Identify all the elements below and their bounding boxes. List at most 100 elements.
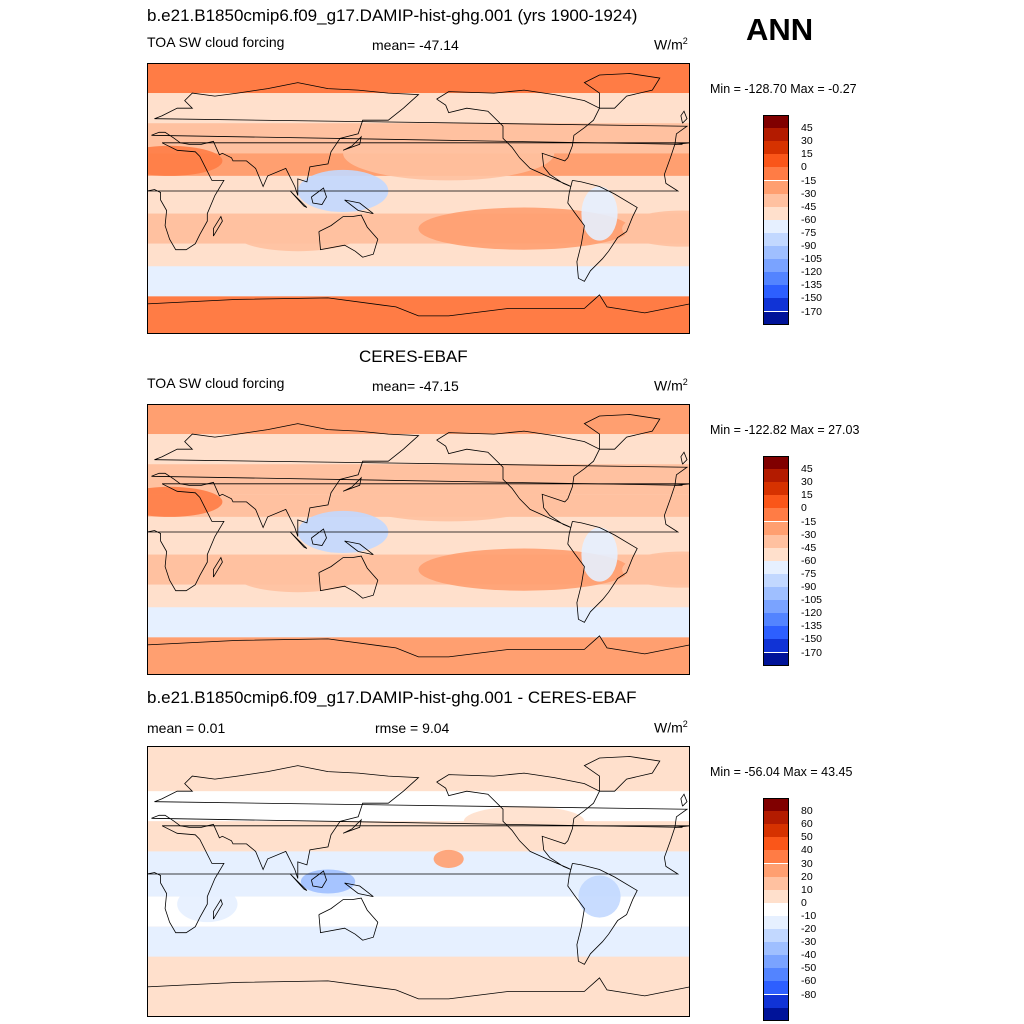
coastline	[147, 294, 690, 317]
colorbar-label: -135	[801, 620, 823, 633]
panel2-minmax: Min = -122.82 Max = 27.03	[710, 423, 860, 437]
panel2-units: W/m2	[654, 377, 688, 394]
coastline	[567, 180, 638, 282]
coastline	[311, 870, 327, 888]
colorbar-box	[763, 942, 789, 956]
coastline	[213, 215, 223, 237]
colorbar-label: -120	[801, 266, 823, 279]
coastline	[290, 190, 308, 208]
colorbar-box	[763, 154, 789, 168]
colorbar-label: 30	[801, 857, 813, 870]
panel2-map	[147, 404, 690, 675]
coastline	[311, 187, 327, 205]
colorbar-box	[763, 798, 789, 812]
colorbar-box	[763, 167, 789, 181]
coastline	[290, 531, 308, 549]
colorbar-box	[763, 272, 789, 286]
colorbar-label: -60	[801, 554, 817, 567]
map-frame	[147, 404, 690, 675]
zonal-band	[147, 926, 690, 957]
colorbar-box	[763, 141, 789, 155]
panel2-title: CERES-EBAF	[359, 347, 468, 366]
colorbar-label: -170	[801, 305, 823, 318]
panel1-minmax: Min = -128.70 Max = -0.27	[710, 82, 857, 96]
zonal-band	[147, 266, 690, 297]
panel3-units: W/m2	[654, 719, 688, 736]
field-anomaly	[237, 221, 359, 252]
colorbar-frame	[763, 798, 789, 1021]
panel1-map	[147, 63, 690, 334]
colorbar-box	[763, 219, 789, 233]
season-label: ANN	[746, 12, 814, 47]
colorbar-label: -150	[801, 292, 823, 305]
zonal-band	[147, 746, 690, 792]
colorbar-box	[763, 837, 789, 851]
zonal-band	[147, 404, 690, 435]
colorbar-box	[763, 994, 789, 1008]
colorbar-label: -75	[801, 567, 817, 580]
colorbar-label: 20	[801, 870, 813, 883]
colorbar-box	[763, 639, 789, 653]
coastline	[342, 818, 362, 834]
colorbar-box	[763, 955, 789, 969]
colorbar-box	[763, 560, 789, 574]
colorbar-label: -75	[801, 226, 817, 239]
field-anomaly	[433, 849, 464, 868]
colorbar-box	[763, 876, 789, 890]
colorbar-label: -30	[801, 528, 817, 541]
panel3-map	[147, 746, 690, 1017]
coastline	[680, 110, 688, 124]
colorbar-box	[763, 573, 789, 587]
colorbar-label: -60	[801, 213, 817, 226]
panel3-rmse: rmse = 9.04	[375, 720, 450, 736]
colorbar-box	[763, 613, 789, 627]
colorbar-box	[763, 587, 789, 601]
map-svg	[147, 746, 690, 1017]
colorbar-box	[763, 863, 789, 877]
coastline	[680, 451, 688, 465]
colorbar-box	[763, 652, 789, 666]
coastline	[151, 423, 689, 537]
field-anomaly	[147, 145, 223, 176]
colorbar-frame	[763, 115, 789, 325]
colorbar-box	[763, 850, 789, 864]
panel2-variable: TOA SW cloud forcing	[147, 375, 285, 391]
colorbar-label: -170	[801, 646, 823, 659]
coastline	[213, 556, 223, 578]
zonal-band	[147, 821, 690, 852]
colorbar-label: 15	[801, 148, 813, 161]
zonal-band	[147, 986, 690, 1017]
panel2-mean: mean= -47.15	[372, 378, 459, 394]
colorbar-box	[763, 246, 789, 260]
panel3-mean: mean = 0.01	[147, 720, 226, 736]
coastline	[213, 898, 223, 920]
colorbar-frame	[763, 456, 789, 666]
coastline	[344, 199, 374, 214]
panel1-title: b.e21.B1850cmip6.f09_g17.DAMIP-hist-ghg.…	[147, 6, 638, 25]
colorbar-label: -135	[801, 279, 823, 292]
map-frame	[147, 746, 690, 1017]
coastline	[151, 82, 689, 196]
colorbar-box	[763, 193, 789, 207]
coastline	[147, 635, 690, 658]
field-anomaly	[300, 869, 356, 894]
colorbar-label: 10	[801, 883, 813, 896]
colorbar-label: -60	[801, 975, 817, 988]
map-svg	[147, 63, 690, 334]
field-anomaly	[622, 551, 690, 588]
colorbar-box	[763, 495, 789, 509]
coastline	[344, 882, 374, 897]
colorbar-box	[763, 547, 789, 561]
colorbar-box	[763, 469, 789, 483]
colorbar-label: 45	[801, 463, 813, 476]
colorbar-label: -120	[801, 607, 823, 620]
zonal-band	[147, 243, 690, 267]
colorbar-box	[763, 521, 789, 535]
colorbar-label: 50	[801, 831, 813, 844]
coastline	[147, 142, 690, 251]
zonal-band	[147, 791, 690, 822]
colorbar-label: -90	[801, 581, 817, 593]
colorbar-box	[763, 626, 789, 640]
colorbar-box	[763, 232, 789, 246]
colorbar-label: 60	[801, 818, 813, 831]
